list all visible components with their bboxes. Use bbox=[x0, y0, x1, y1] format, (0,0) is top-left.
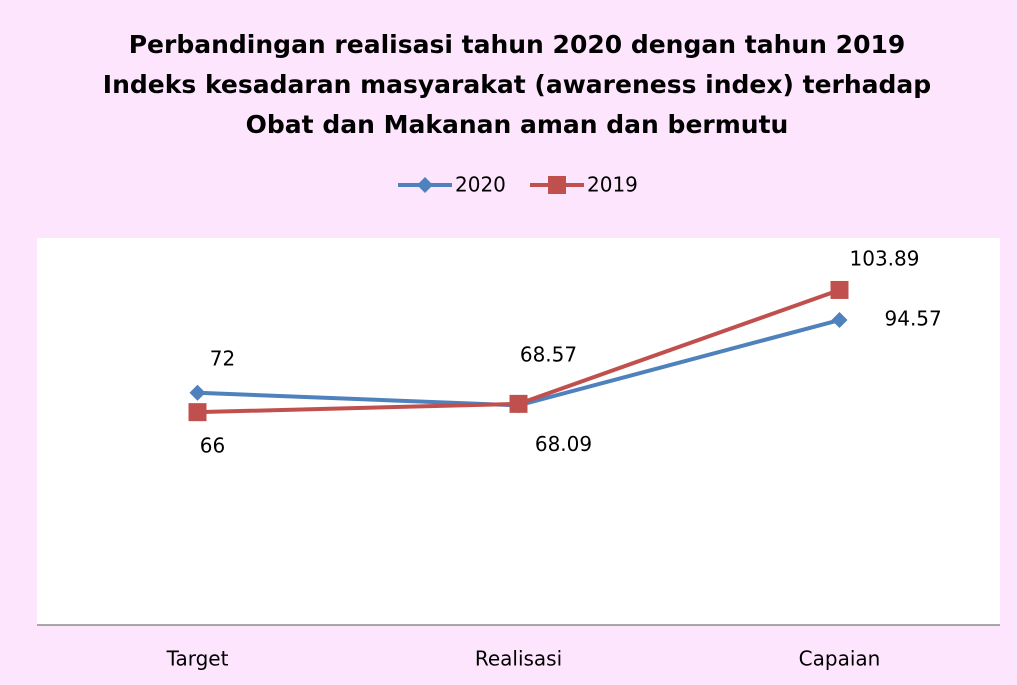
data-label: 68.09 bbox=[535, 432, 592, 456]
marker bbox=[830, 280, 849, 299]
marker bbox=[188, 403, 207, 422]
chart-title: Indeks kesadaran masyarakat (awareness i… bbox=[103, 70, 931, 99]
data-label: 72 bbox=[210, 346, 235, 370]
chart-title: Obat dan Makanan aman dan bermutu bbox=[246, 110, 789, 139]
x-tick-label: Capaian bbox=[799, 647, 881, 671]
data-label: 94.57 bbox=[885, 307, 942, 331]
data-label: 103.89 bbox=[850, 246, 920, 270]
chart-title: Perbandingan realisasi tahun 2020 dengan… bbox=[129, 30, 906, 59]
plot-area bbox=[37, 238, 1000, 625]
x-tick-label: Target bbox=[166, 647, 229, 671]
marker bbox=[417, 177, 433, 193]
marker bbox=[189, 384, 206, 401]
marker bbox=[548, 176, 566, 194]
legend-label: 2019 bbox=[587, 173, 638, 197]
marker bbox=[509, 394, 528, 413]
data-label: 68.57 bbox=[520, 342, 577, 366]
x-tick-label: Realisasi bbox=[475, 647, 562, 671]
data-label: 66 bbox=[200, 434, 225, 458]
legend-label: 2020 bbox=[455, 173, 506, 197]
marker bbox=[831, 312, 848, 329]
